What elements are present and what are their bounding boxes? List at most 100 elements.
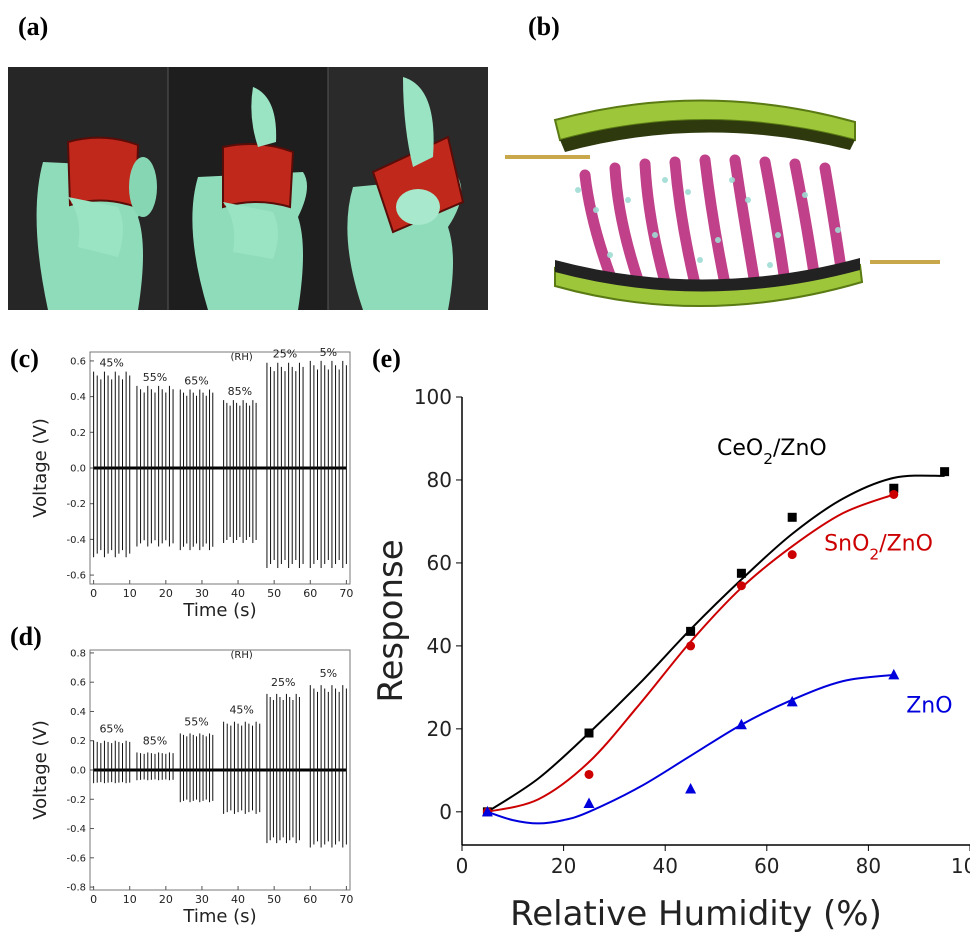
y-tick-label: 0.2	[70, 736, 86, 747]
y-tick-label: 0.2	[70, 428, 86, 439]
point-sno2zno	[787, 550, 797, 560]
y-tick-label: -0.4	[66, 535, 86, 546]
point-ceo2zno	[787, 512, 797, 522]
point-zno	[481, 805, 493, 817]
y-tick-label: 40	[427, 634, 452, 658]
fit-curve-zno	[487, 673, 894, 825]
point-ceo2zno	[736, 568, 746, 578]
segment-5pct	[309, 685, 347, 848]
device-schematic	[505, 99, 940, 307]
point-zno	[786, 695, 798, 707]
panel-label-a: (a)	[18, 12, 49, 41]
y-axis-label: Voltage (V)	[30, 720, 51, 820]
segment-label: 5%	[320, 346, 337, 359]
x-tick-label: 0	[90, 893, 97, 906]
x-tick-label: 50	[267, 893, 281, 906]
x-tick-label: 40	[231, 587, 245, 600]
x-tick-label: 0	[456, 854, 469, 878]
x-axis-label: Time (s)	[182, 906, 256, 927]
point-ceo2zno	[889, 483, 899, 493]
y-tick-label: -0.2	[66, 795, 86, 806]
point-zno	[583, 797, 595, 809]
y-tick-label: -0.8	[66, 883, 86, 894]
x-tick-label: 30	[195, 587, 209, 600]
segment-25pct	[266, 693, 300, 844]
point-zno	[888, 668, 900, 680]
segment-label: 55%	[143, 371, 167, 384]
y-tick-label: 60	[427, 551, 452, 575]
x-tick-label: 10	[123, 587, 137, 600]
x-tick-label: 20	[159, 587, 173, 600]
segment-85pct	[223, 400, 257, 543]
y-tick-label: 0.0	[70, 464, 86, 475]
photo-frame-1	[36, 136, 157, 310]
y-tick-label: 80	[427, 468, 452, 492]
x-tick-label: 70	[339, 587, 353, 600]
x-axis-label: Time (s)	[182, 600, 256, 621]
chart-e: 0 20 40 60 80 100 100 80 60 40 20 0 Relative Humidit…	[371, 385, 970, 933]
x-tick-label: 10	[123, 893, 137, 906]
x-tick-label: 100	[951, 854, 970, 878]
segment-25pct	[266, 362, 304, 568]
y-tick-label: -0.6	[66, 571, 86, 582]
y-tick-label: 0.4	[70, 707, 86, 718]
point-sno2zno	[736, 581, 746, 591]
point-sno2zno	[889, 489, 899, 499]
segment-label: 85%	[143, 734, 167, 747]
x-tick-label: 60	[303, 893, 317, 906]
panel-label-e: (e)	[372, 344, 401, 373]
rh-annotation: (RH)	[231, 650, 253, 661]
segment-85pct	[136, 752, 174, 781]
panel-label-b: (b)	[528, 12, 560, 41]
point-zno	[735, 718, 747, 730]
fit-curve-ceo2zno	[486, 474, 945, 813]
segment-65pct	[93, 740, 131, 784]
point-sno2zno	[584, 769, 594, 779]
chart-d: 0 10 20 30 40 50 60 70 0.8 0.6 0.4 0.2 0.0 -0.2 -0.4 -0…	[30, 648, 353, 927]
y-tick-label: -0.6	[66, 853, 86, 864]
point-sno2zno	[686, 641, 696, 651]
x-tick-label: 20	[159, 893, 173, 906]
x-axis-label: Relative Humidity (%)	[510, 894, 882, 933]
point-ceo2zno	[940, 467, 950, 477]
segment-45pct	[223, 721, 261, 814]
x-tick-label: 70	[339, 893, 353, 906]
panel-label-d: (d)	[10, 622, 42, 651]
device-photo	[8, 67, 488, 310]
x-tick-label: 40	[652, 854, 677, 878]
segment-label: 55%	[184, 715, 208, 728]
x-tick-label: 30	[195, 893, 209, 906]
x-tick-label: 20	[551, 854, 576, 878]
segment-55pct	[179, 733, 214, 803]
point-ceo2zno	[584, 728, 594, 738]
series-label-sno2zno: SnO2/ZnO	[824, 531, 933, 563]
point-zno	[685, 783, 697, 794]
y-tick-label: 20	[427, 717, 452, 741]
y-tick-label: 100	[414, 385, 452, 409]
segment-55pct	[136, 385, 174, 547]
panel-label-c: (c)	[10, 344, 39, 373]
y-tick-label: 0.6	[70, 678, 86, 689]
x-tick-label: 60	[303, 587, 317, 600]
segment-label: 5%	[320, 667, 337, 680]
y-tick-label: 0.0	[70, 766, 86, 777]
segment-label: 25%	[271, 676, 295, 689]
rh-annotation: (RH)	[231, 352, 253, 363]
segment-label: 85%	[228, 385, 252, 398]
segment-label: 65%	[99, 723, 123, 736]
photo-frame-3	[347, 77, 465, 310]
x-tick-label: 50	[267, 587, 281, 600]
segment-5pct	[309, 360, 347, 568]
y-tick-label: 0.4	[70, 392, 86, 403]
segment-label: 65%	[184, 374, 208, 387]
y-tick-label: -0.4	[66, 824, 86, 835]
chart-c: 0 10 20 30 40 50 60 70 0.6 0.4 0.2 0.0 -0.2 -0.4 -0.6 T…	[30, 346, 353, 621]
y-tick-label: 0	[439, 800, 452, 824]
y-tick-label: 0.6	[70, 356, 86, 367]
x-tick-label: 0	[90, 587, 97, 600]
y-tick-label: -0.2	[66, 499, 86, 510]
y-axis-label: Response	[371, 539, 411, 702]
segment-65pct	[179, 389, 214, 551]
y-tick-label: 0.8	[70, 648, 86, 659]
x-tick-label: 80	[856, 854, 881, 878]
